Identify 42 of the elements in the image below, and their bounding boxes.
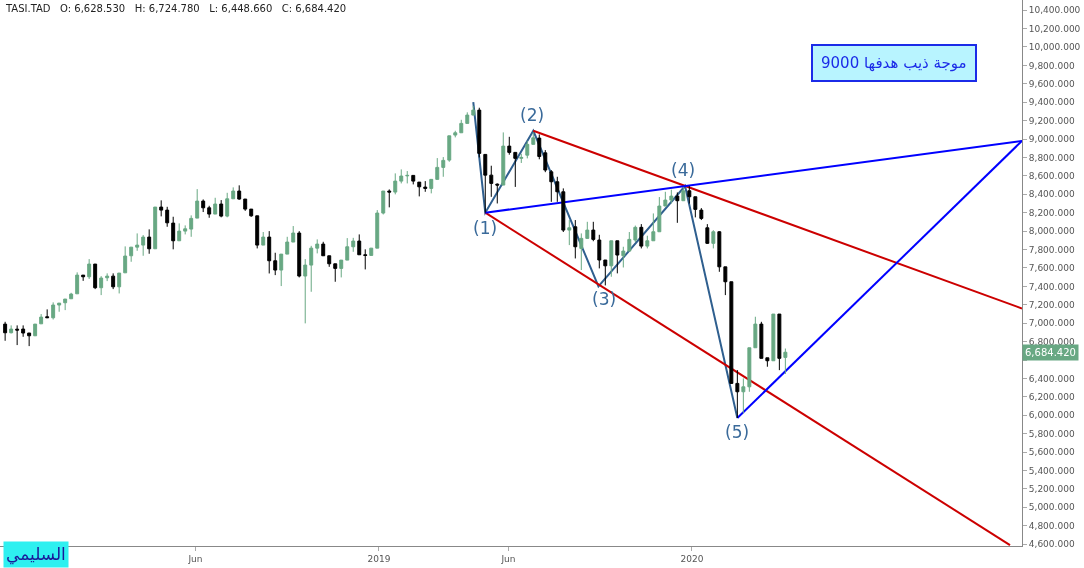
y-tick-label: 5,200.000	[1028, 484, 1075, 495]
y-tick-label: 8,400.000	[1028, 189, 1075, 200]
y-tick-label: 9,400.000	[1028, 97, 1075, 108]
y-tick-label: 8,600.000	[1028, 171, 1075, 182]
y-tick-label: 6,000.000	[1028, 410, 1075, 421]
y-tick-label: 7,600.000	[1028, 263, 1075, 274]
y-tick-label: 5,600.000	[1028, 447, 1075, 458]
annotation: (1)	[473, 218, 498, 238]
y-tick-label: 10,400.000	[1028, 5, 1081, 16]
y-tick-label: 9,200.000	[1028, 115, 1075, 126]
y-tick-label: 9,000.000	[1028, 134, 1075, 145]
y-tick-label: 6,200.000	[1028, 391, 1075, 402]
y-tick-label: 9,800.000	[1028, 60, 1075, 71]
y-tick-label: 6,800.000	[1028, 336, 1075, 347]
y-tick-label: 7,200.000	[1028, 299, 1075, 310]
y-tick-label: 10,200.000	[1028, 23, 1081, 34]
text: 6,684.420	[1025, 347, 1076, 358]
y-tick-label: 7,000.000	[1028, 318, 1075, 329]
x-tick-label: Jun	[500, 553, 516, 564]
y-tick-label: 5,000.000	[1028, 502, 1075, 513]
y-tick-label: 4,600.000	[1028, 539, 1075, 550]
y-tick-label: 5,400.000	[1028, 465, 1075, 476]
y-tick-label: 8,000.000	[1028, 226, 1075, 237]
y-tick-label: 6,400.000	[1028, 373, 1075, 384]
annotation: موجة ذيب هدفها 9000	[821, 54, 967, 72]
y-tick-label: 8,200.000	[1028, 207, 1075, 218]
y-tick-label: 8,800.000	[1028, 152, 1075, 163]
annotation: (2)	[520, 105, 545, 125]
annotation: TASI.TAD O: 6,628.530 H: 6,724.780 L: 6,448.660 C: 6,684.420	[5, 3, 347, 14]
y-tick-label: 5,800.000	[1028, 428, 1075, 439]
annotation: السليمي	[6, 544, 66, 565]
y-tick-label: 7,400.000	[1028, 281, 1075, 292]
annotation: (3)	[592, 289, 617, 309]
annotation: (4)	[671, 160, 696, 180]
y-tick-label: 7,800.000	[1028, 244, 1075, 255]
annotation: (5)	[725, 422, 750, 442]
y-tick-label: 4,800.000	[1028, 520, 1075, 531]
x-tick-label: 2020	[680, 553, 704, 564]
y-tick-label: 9,600.000	[1028, 78, 1075, 89]
y-tick-label: 10,000.000	[1028, 42, 1081, 53]
x-tick-label: 2019	[367, 553, 391, 564]
x-tick-label: Jun	[187, 553, 203, 564]
